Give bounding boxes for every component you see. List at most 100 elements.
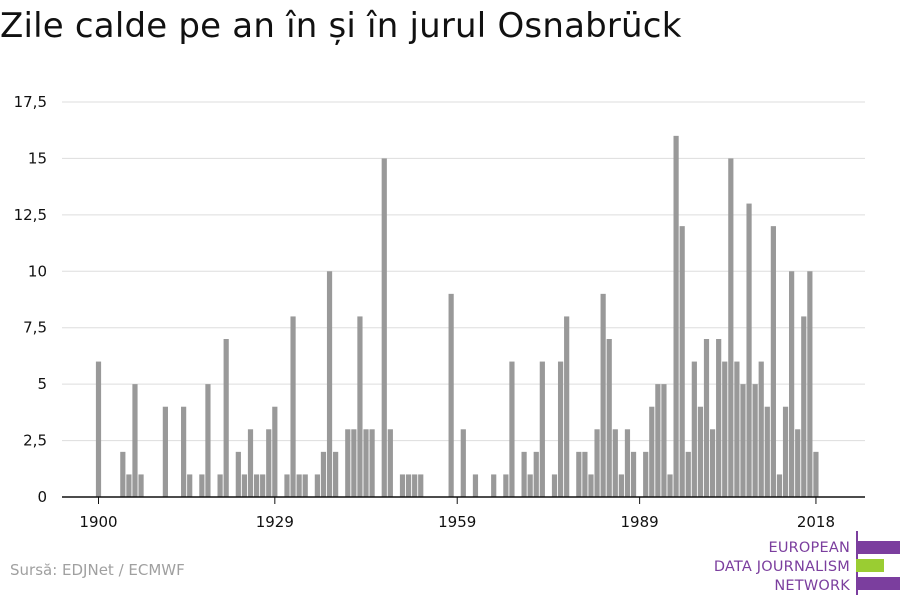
bar-1987 xyxy=(624,429,631,497)
bar-2013 xyxy=(782,406,789,497)
bar-1904 xyxy=(120,451,126,497)
bar-1944 xyxy=(363,429,369,497)
source-note: Sursă: EDJNet / ECMWF xyxy=(10,561,185,579)
bar-1920 xyxy=(217,474,223,497)
bar-1950 xyxy=(399,474,406,497)
bars xyxy=(95,135,819,498)
bar-1981 xyxy=(588,474,594,497)
bar-1975 xyxy=(551,474,558,497)
bar-2000 xyxy=(703,339,710,497)
bar-1993 xyxy=(661,384,667,497)
bar-1945 xyxy=(369,429,375,497)
bar-1914 xyxy=(181,406,187,497)
bar-1907 xyxy=(138,474,144,497)
bar-1992 xyxy=(655,384,661,497)
bar-1917 xyxy=(199,474,205,497)
bar-1977 xyxy=(564,316,570,497)
bar-2008 xyxy=(752,384,758,497)
gridlines xyxy=(62,101,865,442)
bar-1942 xyxy=(351,429,357,497)
logo-line-2: DATA JOURNALISM xyxy=(713,559,850,575)
bar-1979 xyxy=(576,451,582,497)
bar-1976 xyxy=(557,361,564,497)
bar-1984 xyxy=(606,339,612,497)
bar-1937 xyxy=(320,451,327,497)
bar-2012 xyxy=(776,474,783,497)
bar-1967 xyxy=(503,474,509,497)
x-tick-label: 1929 xyxy=(256,513,294,531)
logo-line-1: EUROPEAN xyxy=(768,540,850,556)
y-tick-label: 0 xyxy=(37,488,47,506)
bar-1928 xyxy=(266,429,272,497)
bar-2001 xyxy=(709,429,716,497)
bar-1996 xyxy=(679,226,685,497)
bar-1948 xyxy=(387,429,393,497)
bar-2003 xyxy=(722,361,728,497)
bar-1939 xyxy=(333,451,339,497)
bar-2006 xyxy=(740,384,746,497)
bar-1983 xyxy=(600,293,606,497)
bar-1988 xyxy=(630,451,637,497)
bar-1971 xyxy=(527,474,533,497)
bar-1925 xyxy=(247,429,254,497)
y-tick-label: 17,5 xyxy=(14,93,47,111)
x-tick-label: 1989 xyxy=(621,513,659,531)
bar-2007 xyxy=(746,203,752,497)
bar-1931 xyxy=(284,474,290,497)
logo-bar-top xyxy=(856,541,900,554)
bar-1918 xyxy=(205,384,211,497)
bar-1997 xyxy=(685,451,691,497)
bar-1980 xyxy=(582,451,588,497)
bar-1973 xyxy=(539,361,545,497)
bar-1900 xyxy=(95,361,102,497)
y-tick-label: 5 xyxy=(37,375,47,393)
logo-bar-middle xyxy=(856,559,884,572)
bar-2015 xyxy=(795,429,801,497)
y-tick-label: 10 xyxy=(28,262,47,280)
bar-1911 xyxy=(162,406,168,497)
bar-1953 xyxy=(418,474,424,497)
y-axis-tick-labels: 0 2,5 5 7,5 10 12,5 15 17,5 xyxy=(14,93,47,506)
bar-1986 xyxy=(618,474,624,497)
bar-2014 xyxy=(789,271,795,497)
bar-1990 xyxy=(643,451,649,497)
x-tick-label: 1959 xyxy=(438,513,476,531)
logo-line-3: NETWORK xyxy=(774,578,850,594)
x-tick-label: 1900 xyxy=(79,513,117,531)
bar-1921 xyxy=(223,339,229,497)
bar-1929 xyxy=(272,406,278,497)
bar-1995 xyxy=(673,135,679,498)
bar-2018 xyxy=(813,451,819,497)
bar-1958 xyxy=(448,293,454,497)
bar-2011 xyxy=(770,226,776,497)
bar-1951 xyxy=(405,474,412,497)
bar-1962 xyxy=(472,474,479,497)
bar-2004 xyxy=(728,158,734,497)
bar-1934 xyxy=(302,474,308,497)
bar-1991 xyxy=(649,406,655,497)
bar-1947 xyxy=(381,158,387,497)
bar-1943 xyxy=(357,316,363,497)
x-tick-label: 2018 xyxy=(797,513,835,531)
bar-1915 xyxy=(187,474,193,497)
y-tick-label: 12,5 xyxy=(14,206,47,224)
y-tick-label: 7,5 xyxy=(23,319,47,337)
bar-1923 xyxy=(235,451,241,497)
bar-2005 xyxy=(734,361,740,497)
bar-1933 xyxy=(296,474,302,497)
chart-title: Zile calde pe an în și în jurul Osnabrüc… xyxy=(0,6,682,46)
bar-1985 xyxy=(612,429,618,497)
bar-1994 xyxy=(667,474,673,497)
bar-1960 xyxy=(460,429,466,497)
bar-1905 xyxy=(126,474,132,497)
bar-1932 xyxy=(290,316,296,497)
logo-bar-bottom xyxy=(856,577,900,590)
y-tick-label: 2,5 xyxy=(23,432,47,450)
bar-1906 xyxy=(132,384,138,497)
bar-1998 xyxy=(691,361,697,497)
bar-1999 xyxy=(697,406,704,497)
bar-1927 xyxy=(260,474,266,497)
bar-1938 xyxy=(326,271,333,497)
bar-2010 xyxy=(764,406,770,497)
bar-chart: 0 2,5 5 7,5 10 12,5 15 17,5 1900 1929 1959 1989 201… xyxy=(14,93,865,531)
